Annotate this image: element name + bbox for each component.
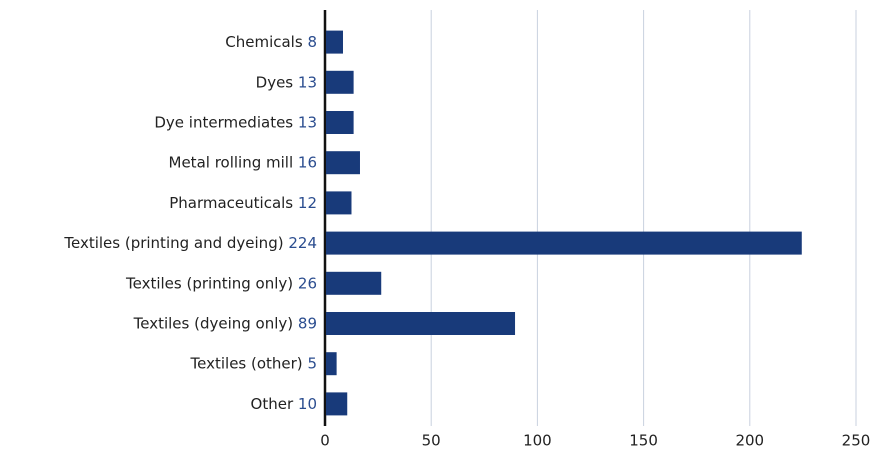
value-label: 8 bbox=[307, 33, 317, 51]
bar bbox=[326, 231, 802, 255]
value-label: 12 bbox=[298, 193, 317, 211]
x-tick-label: 100 bbox=[523, 432, 552, 450]
x-tick-label: 200 bbox=[735, 432, 764, 450]
category-name: Textiles (dyeing only) bbox=[133, 314, 294, 332]
value-label: 16 bbox=[298, 153, 317, 171]
category-name: Chemicals bbox=[225, 33, 303, 51]
bar bbox=[326, 70, 354, 94]
value-label: 26 bbox=[298, 274, 317, 292]
bar bbox=[326, 30, 343, 54]
bar bbox=[326, 392, 348, 416]
bar bbox=[326, 312, 516, 335]
bar bbox=[326, 191, 352, 215]
category-label: Textiles (dyeing only) 89 bbox=[133, 314, 317, 332]
bar bbox=[326, 271, 382, 295]
category-name: Dyes bbox=[256, 73, 294, 91]
category-label: Metal rolling mill 16 bbox=[169, 153, 317, 171]
category-label: Dyes 13 bbox=[256, 73, 317, 91]
category-name: Textiles (other) bbox=[190, 354, 303, 372]
value-label: 13 bbox=[298, 73, 317, 91]
category-label: Dye intermediates 13 bbox=[154, 113, 317, 131]
category-name: Dye intermediates bbox=[154, 113, 293, 131]
x-tick-label: 0 bbox=[320, 432, 330, 450]
x-tick-label: 50 bbox=[422, 432, 441, 450]
bar bbox=[326, 151, 360, 175]
category-name: Pharmaceuticals bbox=[169, 193, 293, 211]
category-name: Metal rolling mill bbox=[169, 153, 294, 171]
x-tick-label: 250 bbox=[842, 432, 871, 450]
category-label: Other 10 bbox=[251, 394, 317, 412]
category-name: Other bbox=[251, 394, 294, 412]
category-label: Textiles (other) 5 bbox=[190, 354, 317, 372]
value-label: 10 bbox=[298, 394, 317, 412]
value-label: 89 bbox=[298, 314, 317, 332]
bar bbox=[326, 111, 354, 134]
value-label: 13 bbox=[298, 113, 317, 131]
x-tick-label: 150 bbox=[629, 432, 658, 450]
value-label: 5 bbox=[307, 354, 317, 372]
value-label: 224 bbox=[288, 234, 317, 252]
category-name: Textiles (printing and dyeing) bbox=[63, 234, 283, 252]
category-label: Pharmaceuticals 12 bbox=[169, 193, 317, 211]
category-label: Textiles (printing only) 26 bbox=[125, 274, 317, 292]
category-label: Chemicals 8 bbox=[225, 33, 317, 51]
category-name: Textiles (printing only) bbox=[125, 274, 293, 292]
bar bbox=[326, 352, 337, 376]
category-label: Textiles (printing and dyeing) 224 bbox=[63, 234, 317, 252]
